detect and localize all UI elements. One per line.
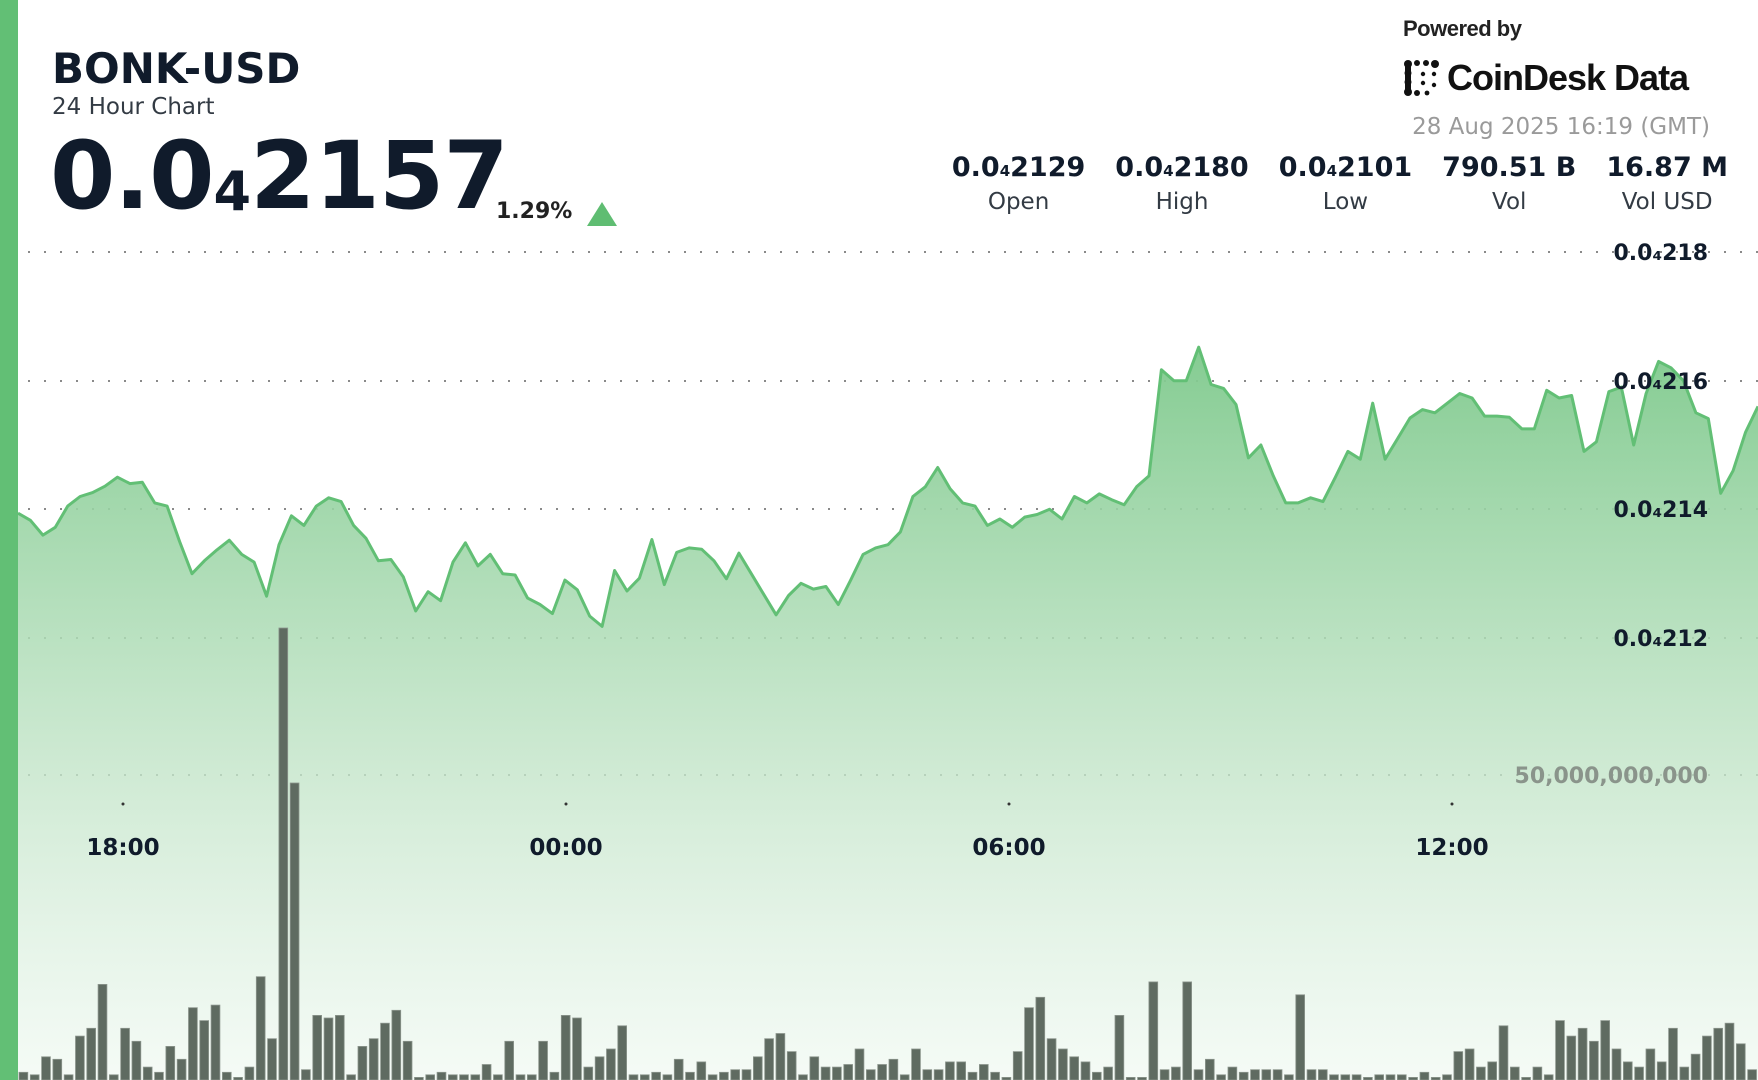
stat-value: 16.87 M <box>1606 152 1728 183</box>
price-zero-count: 4 <box>213 160 252 223</box>
stat-label: Vol <box>1492 189 1527 215</box>
up-triangle-icon <box>587 202 617 226</box>
volume-bars <box>18 627 1757 1080</box>
svg-text:00:00: 00:00 <box>529 835 602 861</box>
accent-bar <box>0 0 18 1080</box>
price-prefix: 0.0 <box>50 122 215 231</box>
svg-text:0.0₄212: 0.0₄212 <box>1613 627 1708 652</box>
powered-by-label: Powered by <box>1403 16 1522 41</box>
chart-subtitle: 24 Hour Chart <box>52 94 215 120</box>
stat-value: 0.042101 <box>1278 152 1413 183</box>
stat-vol-usd: 16.87 M Vol USD <box>1606 152 1728 215</box>
svg-text:0.0₄218: 0.0₄218 <box>1613 241 1708 266</box>
price-suffix: 2157 <box>250 122 509 231</box>
y-axis-labels: 0.0₄218 0.0₄216 0.0₄214 0.0₄212 50,000,000,0… <box>1515 241 1708 789</box>
stat-label: Low <box>1322 189 1369 215</box>
stat-value: 0.042129 <box>951 152 1086 183</box>
stat-value: 790.51 B <box>1442 152 1577 183</box>
price-change-percent: 1.29% <box>496 199 573 224</box>
price-area <box>18 347 1758 1080</box>
brand-name: CoinDesk Data <box>1447 57 1689 98</box>
svg-text:18:00: 18:00 <box>86 835 159 861</box>
stat-label: Vol USD <box>1621 189 1713 215</box>
stat-value: 0.042180 <box>1115 152 1249 183</box>
stat-high: 0.042180 High <box>1115 152 1248 215</box>
svg-text:0.0₄216: 0.0₄216 <box>1613 370 1708 395</box>
stat-open: 0.042129 Open <box>952 152 1085 215</box>
stat-label: Open <box>987 189 1050 215</box>
pair-title: BONK-USD <box>52 44 301 93</box>
stat-low: 0.042101 Low <box>1279 152 1412 215</box>
coindesk-data-logo: CoinDesk Data <box>1403 56 1689 100</box>
price-line <box>17 345 1758 628</box>
coindesk-logo-icon <box>1404 60 1439 96</box>
current-price: 0.042157 <box>50 130 509 224</box>
svg-text:06:00: 06:00 <box>972 835 1045 861</box>
svg-text:12:00: 12:00 <box>1415 835 1488 861</box>
stats-row: 0.042129 Open 0.042180 High 0.042101 Low… <box>922 152 1728 215</box>
timestamp: 28 Aug 2025 16:19 (GMT) <box>1412 114 1710 140</box>
stat-vol: 790.51 B Vol <box>1442 152 1576 215</box>
svg-text:0.0₄214: 0.0₄214 <box>1613 498 1708 523</box>
svg-text:50,000,000,000: 50,000,000,000 <box>1515 764 1708 789</box>
stat-label: High <box>1155 189 1209 215</box>
x-axis-labels: 18:00 00:00 06:00 12:00 <box>86 802 1489 861</box>
